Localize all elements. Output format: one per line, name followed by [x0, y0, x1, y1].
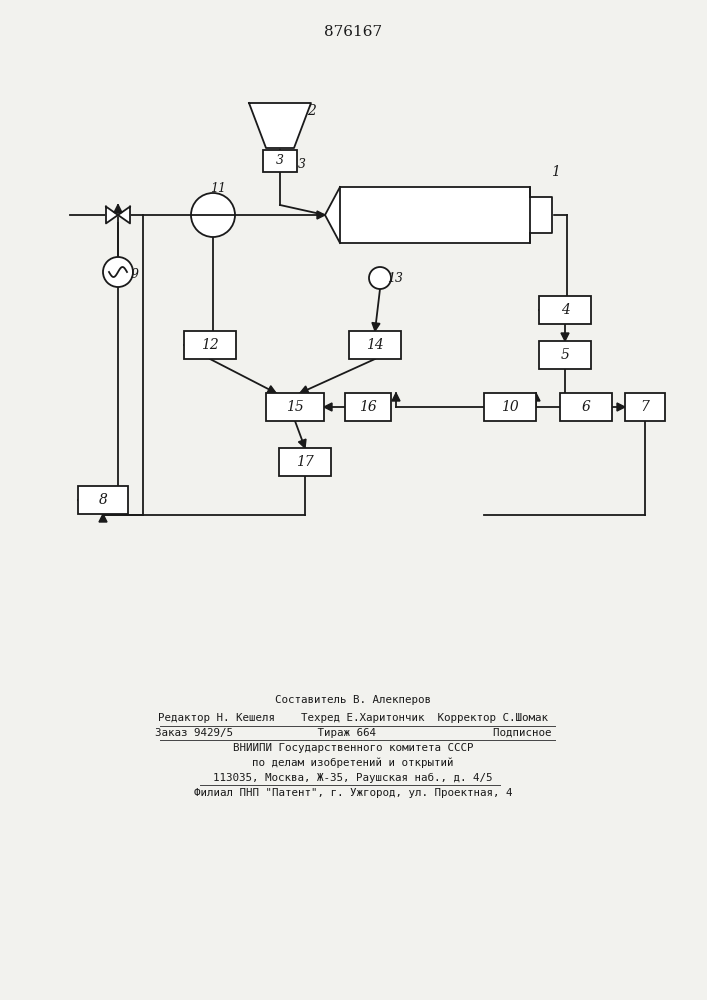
- Text: 1: 1: [551, 165, 559, 179]
- Polygon shape: [300, 386, 309, 393]
- Text: 12: 12: [201, 338, 219, 352]
- Bar: [184, 331, 236, 359]
- Polygon shape: [249, 103, 311, 148]
- Text: 2: 2: [308, 104, 317, 118]
- Polygon shape: [392, 393, 400, 401]
- Polygon shape: [372, 323, 380, 331]
- Polygon shape: [539, 306, 547, 314]
- Polygon shape: [324, 403, 332, 411]
- Text: 3: 3: [298, 157, 306, 170]
- Text: 14: 14: [366, 338, 384, 352]
- Polygon shape: [532, 393, 540, 401]
- Polygon shape: [560, 403, 568, 411]
- Polygon shape: [99, 514, 107, 522]
- Text: Филиал ПНП "Патент", г. Ужгород, ул. Проектная, 4: Филиал ПНП "Патент", г. Ужгород, ул. Про…: [194, 788, 513, 798]
- Circle shape: [191, 193, 235, 237]
- Bar: [539, 296, 591, 324]
- Text: 8: 8: [98, 493, 107, 507]
- Polygon shape: [298, 439, 306, 448]
- Bar: [349, 331, 401, 359]
- Text: 3: 3: [276, 154, 284, 167]
- Polygon shape: [325, 187, 340, 243]
- Text: 16: 16: [359, 400, 377, 414]
- Text: по делам изобретений и открытий: по делам изобретений и открытий: [252, 758, 454, 768]
- Text: 7: 7: [641, 400, 650, 414]
- Circle shape: [369, 267, 391, 289]
- Text: 11: 11: [210, 182, 226, 196]
- Bar: [263, 150, 297, 172]
- Text: 10: 10: [501, 400, 519, 414]
- Bar: [266, 393, 324, 421]
- Text: Редактор Н. Кешеля    Техред Е.Харитончик  Корректор С.Шомак: Редактор Н. Кешеля Техред Е.Харитончик К…: [158, 713, 548, 723]
- Text: 6: 6: [582, 400, 590, 414]
- Text: 9: 9: [131, 267, 139, 280]
- Bar: [539, 341, 591, 369]
- Polygon shape: [114, 205, 122, 213]
- Polygon shape: [340, 187, 530, 243]
- Polygon shape: [317, 211, 325, 219]
- Bar: [625, 393, 665, 421]
- Text: 876167: 876167: [324, 25, 382, 39]
- Text: 13: 13: [387, 272, 403, 286]
- Text: 113035, Москва, Ж-35, Раушская наб., д. 4/5: 113035, Москва, Ж-35, Раушская наб., д. …: [214, 773, 493, 783]
- Polygon shape: [561, 333, 569, 341]
- Polygon shape: [106, 207, 118, 223]
- Bar: [279, 448, 331, 476]
- Text: 4: 4: [561, 303, 569, 317]
- Bar: [78, 486, 128, 514]
- Polygon shape: [530, 197, 552, 233]
- Polygon shape: [184, 341, 192, 349]
- Text: Заказ 9429/5             Тираж 664                  Подписное: Заказ 9429/5 Тираж 664 Подписное: [155, 728, 551, 738]
- Text: Составитель В. Алекперов: Составитель В. Алекперов: [275, 695, 431, 705]
- Bar: [484, 393, 536, 421]
- Polygon shape: [118, 207, 130, 223]
- Polygon shape: [78, 496, 86, 504]
- Text: 17: 17: [296, 455, 314, 469]
- Polygon shape: [267, 386, 276, 393]
- Text: 15: 15: [286, 400, 304, 414]
- Circle shape: [103, 257, 133, 287]
- Polygon shape: [617, 403, 625, 411]
- Text: 5: 5: [561, 348, 569, 362]
- Text: ВНИИПИ Государственного комитета СССР: ВНИИПИ Государственного комитета СССР: [233, 743, 473, 753]
- Bar: [560, 393, 612, 421]
- Bar: [345, 393, 391, 421]
